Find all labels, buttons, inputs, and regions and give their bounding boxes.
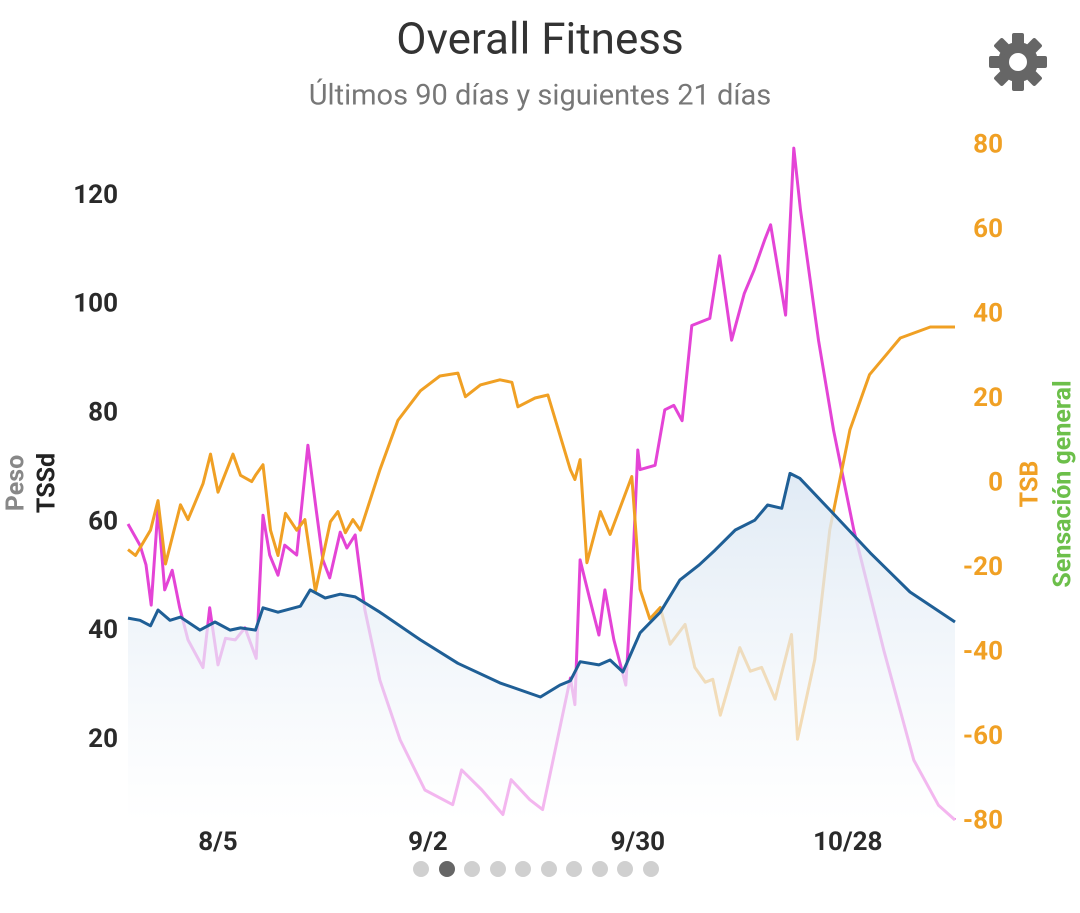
y2-tick-label: 80 — [973, 130, 1003, 160]
y-tick-label: 60 — [88, 506, 118, 536]
y-tick-label: 20 — [88, 724, 118, 754]
y-axis-label-secondary: Peso — [2, 455, 31, 511]
page-dot[interactable] — [617, 861, 633, 877]
y2-tick-label: 40 — [973, 299, 1003, 329]
y2-tick-label: 20 — [973, 383, 1003, 413]
chart-subtitle: Últimos 90 días y siguientes 21 días — [309, 78, 772, 113]
page-dot[interactable] — [464, 861, 480, 877]
y-tick-label: 120 — [73, 180, 118, 210]
x-tick-label: 10/28 — [813, 827, 882, 857]
y-tick-label: 40 — [88, 615, 118, 645]
y2-tick-label: 60 — [973, 214, 1003, 244]
page-dot-active[interactable] — [439, 861, 455, 877]
chart-title: Overall Fitness — [396, 13, 683, 65]
y-axis-label: TSSd — [33, 453, 62, 513]
page-dot[interactable] — [643, 861, 659, 877]
y2-axis-label-secondary: Sensación general — [1049, 380, 1078, 587]
y2-tick-label: -60 — [963, 721, 1003, 751]
page-dot[interactable] — [592, 861, 608, 877]
y2-tick-label: 0 — [988, 468, 1003, 498]
y-tick-label: 100 — [73, 289, 118, 319]
y2-tick-label: -80 — [963, 805, 1003, 835]
y-tick-label: 80 — [88, 397, 118, 427]
line-series — [127, 471, 956, 699]
y2-axis-label: TSB — [1016, 461, 1045, 508]
page-dot[interactable] — [541, 861, 557, 877]
y2-tick-label: -40 — [963, 637, 1003, 667]
page-dot[interactable] — [566, 861, 582, 877]
settings-icon[interactable] — [989, 33, 1047, 91]
x-tick-label: 9/30 — [611, 827, 665, 857]
page-dot[interactable] — [490, 861, 506, 877]
area-fill — [128, 473, 955, 822]
page-dot[interactable] — [413, 861, 429, 877]
y2-tick-label: -20 — [963, 552, 1003, 582]
x-tick-label: 8/5 — [198, 827, 237, 857]
page-dot[interactable] — [515, 861, 531, 877]
page-indicator — [413, 861, 659, 877]
x-tick-label: 9/2 — [408, 827, 447, 857]
